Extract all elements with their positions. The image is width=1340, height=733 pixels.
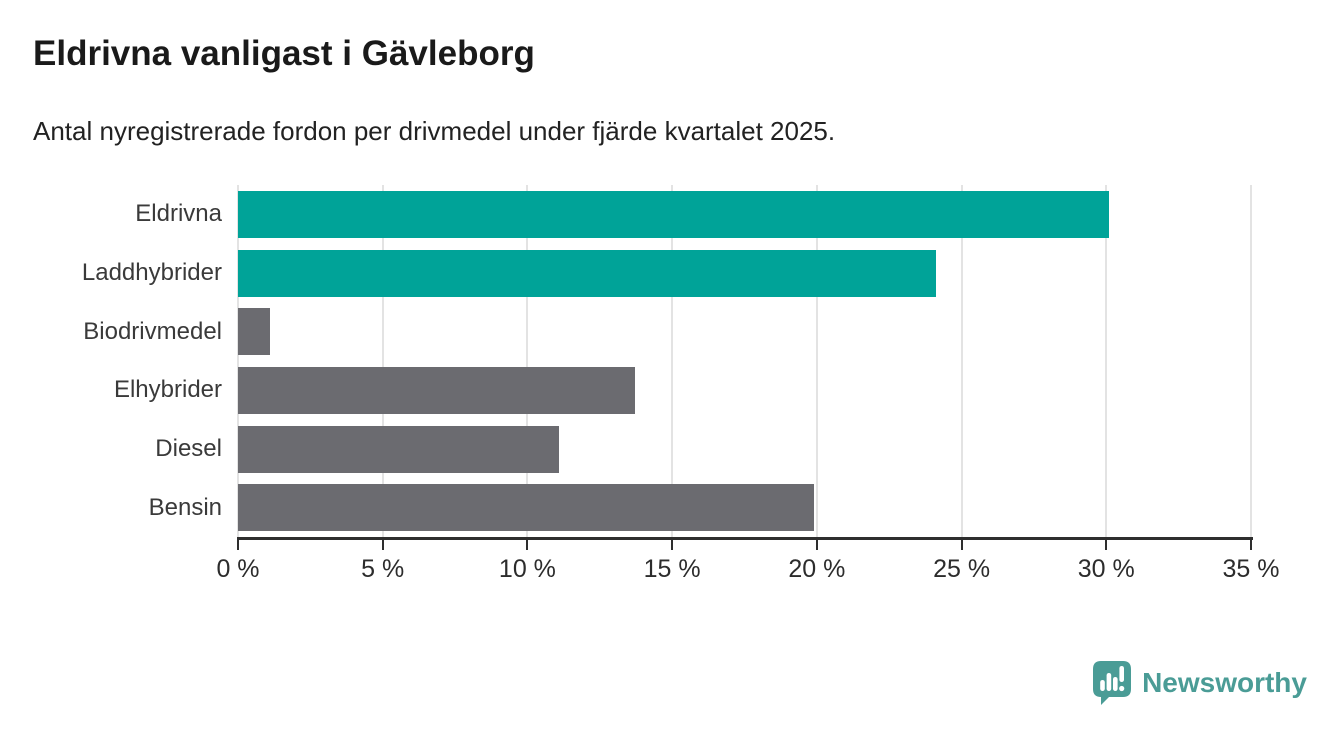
plot-area (237, 185, 1252, 537)
bar-diesel (238, 425, 560, 473)
x-axis-tick-mark (1105, 540, 1108, 550)
category-label-laddhybrider: Laddhybrider (81, 259, 222, 286)
brand-logo: Newsworthy (1092, 660, 1307, 705)
bar-biodrivmedel (238, 308, 270, 356)
x-axis-tick-label: 20 % (788, 555, 846, 583)
x-axis-tick-mark (960, 540, 963, 550)
chart: 0 % 5 % 10 % 15 % 20 % 25 % 30 % 35 % Eldrivna La… (0, 185, 1340, 605)
category-label-eldrivna: Eldrivna (135, 200, 222, 228)
gridline (671, 185, 674, 537)
gridline (815, 185, 818, 537)
x-axis-tick-label: 15 % (643, 555, 701, 583)
gridline (381, 185, 384, 537)
bar-eldrivna (238, 190, 1110, 238)
x-axis-tick-mark (1250, 540, 1252, 550)
x-axis-tick-mark (815, 540, 818, 550)
x-axis-tick-mark (526, 540, 529, 550)
x-axis-tick-mark (671, 540, 674, 550)
x-axis-tick-label: 25 % (933, 555, 991, 583)
category-label-elhybrider: Elhybrider (113, 376, 222, 404)
x-axis-tick-label: 35 % (1222, 555, 1280, 583)
gridline (1250, 185, 1252, 537)
category-label-diesel: Diesel (155, 435, 222, 462)
bar-elhybrider (238, 366, 635, 414)
bar-laddhybrider (238, 249, 936, 297)
bar-bensin (238, 484, 814, 532)
x-axis-line (237, 537, 1253, 540)
page-subtitle: Antal nyregistrerade fordon per drivmede… (33, 116, 836, 146)
category-label-biodrivmedel: Biodrivmedel (83, 317, 222, 345)
gridline (237, 185, 239, 537)
page-title: Eldrivna vanligast i Gävleborg (33, 34, 535, 73)
x-axis-tick-label: 10 % (498, 555, 556, 583)
x-axis-tick-mark (381, 540, 384, 550)
speech-bubble-bar-chart-icon (1092, 660, 1132, 705)
category-label-bensin: Bensin (148, 493, 222, 521)
x-axis-tick-label: 0 % (216, 555, 260, 583)
gridline (1105, 185, 1108, 537)
gridline (960, 185, 963, 537)
x-axis-tick-label: 5 % (361, 555, 405, 583)
x-axis-tick-label: 30 % (1077, 555, 1135, 583)
gridline (526, 185, 529, 537)
x-axis-tick-mark (237, 540, 239, 550)
brand-name: Newsworthy (1142, 666, 1307, 698)
